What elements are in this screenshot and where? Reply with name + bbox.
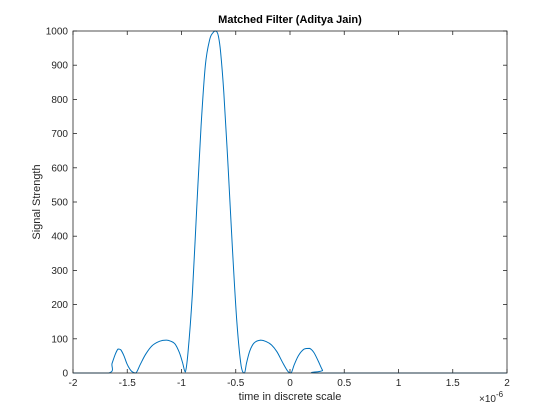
plot-frame: [72, 30, 508, 374]
x-tick-label: 0: [287, 378, 293, 389]
y-tick-label: 100: [51, 334, 68, 345]
chart-title: Matched Filter (Aditya Jain): [218, 14, 362, 26]
signal-line: [73, 30, 507, 374]
y-tick-label: 500: [51, 198, 68, 209]
x-tick-label: 1.5: [446, 378, 460, 389]
x-tick-label: 1: [396, 378, 402, 389]
y-tick-label: 0: [62, 369, 68, 380]
y-tick-label: 600: [51, 163, 68, 174]
x-axis-label: time in discrete scale: [239, 391, 342, 403]
y-tick-label: 200: [51, 300, 68, 311]
y-axis-label: Signal Strength: [31, 164, 43, 239]
plot-area: [73, 31, 507, 373]
y-tick-label: 1000: [46, 27, 69, 38]
x-tick-label: -2: [69, 378, 78, 389]
x-tick-label: 0.5: [337, 378, 351, 389]
x-tick-label: -1: [177, 378, 186, 389]
x-axis-exponent-base: ×10: [479, 394, 496, 405]
x-axis-exponent: ×10-6: [479, 390, 504, 405]
y-tick-label: 300: [51, 266, 68, 277]
y-tick-label: 400: [51, 232, 68, 243]
x-tick-label: -0.5: [227, 378, 245, 389]
y-tick-label: 700: [51, 129, 68, 140]
label-layer: -2 -1.5 -1 -0.5 0 0.5 1 1.5 2 0 100 200 300 400 500 600…: [46, 27, 510, 390]
series-layer: [73, 30, 507, 374]
x-tick-label: 2: [504, 378, 510, 389]
x-tick-label: -1.5: [119, 378, 137, 389]
y-tick-label: 900: [51, 61, 68, 72]
x-axis-exponent-power: -6: [496, 390, 504, 399]
y-tick-label: 800: [51, 95, 68, 106]
